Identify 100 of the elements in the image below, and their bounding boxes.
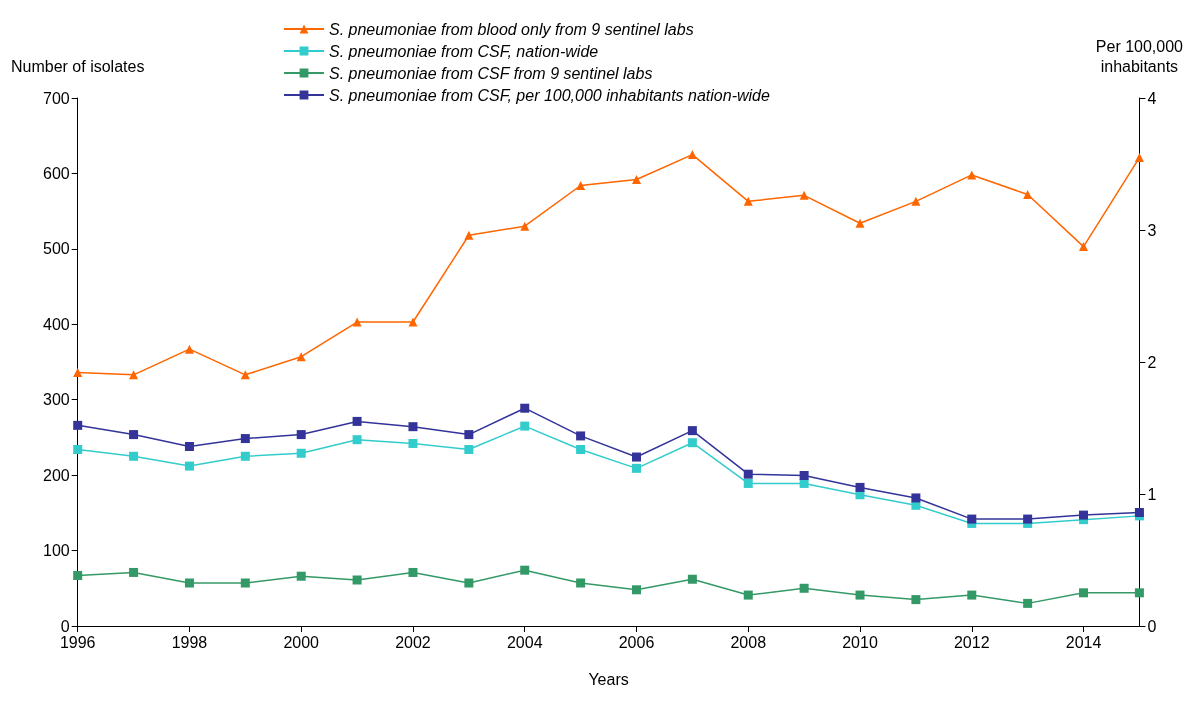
point [631, 463, 641, 473]
point [520, 565, 530, 575]
point [855, 590, 865, 600]
point [1134, 153, 1144, 163]
point [240, 578, 250, 588]
y2-tick-label: 3 [1147, 221, 1157, 239]
point [743, 469, 753, 479]
point [73, 420, 83, 430]
point [743, 196, 753, 206]
point [184, 578, 194, 588]
point [464, 230, 474, 240]
point [911, 595, 921, 605]
y2-tick-label: 2 [1147, 353, 1157, 371]
point [631, 174, 641, 184]
point [631, 452, 641, 462]
point [464, 445, 474, 454]
point [296, 571, 306, 581]
point [631, 585, 641, 595]
y-tick-label: 400 [42, 315, 70, 333]
point [1079, 588, 1089, 598]
point [129, 567, 139, 577]
point [1023, 514, 1033, 524]
y2-tick-label: 1 [1147, 485, 1157, 503]
point [240, 451, 250, 461]
point [240, 434, 250, 444]
point [743, 590, 753, 600]
point [520, 221, 530, 231]
point [799, 583, 809, 593]
point [296, 430, 306, 440]
point [911, 196, 921, 206]
point [408, 567, 418, 577]
point [967, 514, 977, 524]
point [408, 317, 418, 327]
y-tick-label: 100 [42, 542, 70, 560]
point [1079, 242, 1089, 252]
y-tick-label: 600 [42, 164, 70, 182]
point [520, 421, 530, 431]
point [855, 218, 865, 228]
point [576, 445, 586, 454]
point [73, 570, 83, 580]
point [352, 435, 362, 445]
legend-label: S. pneumoniae from CSF, per 100,000 inhabitants nation-wide [329, 86, 770, 104]
point [408, 422, 418, 432]
point [464, 578, 474, 588]
point [352, 416, 362, 426]
point [687, 438, 697, 448]
point [352, 575, 362, 585]
point [464, 430, 474, 440]
x-tick-label: 2008 [730, 633, 767, 651]
point [1134, 588, 1144, 598]
x-tick-label: 2012 [953, 633, 990, 651]
y2-tick-label: 0 [1147, 617, 1157, 635]
x-tick-label: 2010 [842, 633, 878, 651]
point [687, 426, 697, 436]
point [743, 478, 753, 488]
point [184, 441, 194, 451]
y-tick-label: 300 [42, 391, 70, 409]
x-tick-label: 2014 [1065, 633, 1102, 651]
y-tick-label: 700 [42, 89, 70, 107]
y2-tick-label: 4 [1147, 89, 1157, 107]
point [911, 493, 921, 503]
legend-label: S. pneumoniae from CSF, nation-wide [329, 42, 599, 60]
point [73, 368, 83, 378]
legend-label: S. pneumoniae from blood only from 9 sentinel labs [329, 20, 694, 38]
legend-label: S. pneumoniae from CSF from 9 sentinel labs [329, 64, 653, 82]
point [129, 430, 139, 440]
x-tick-label: 2000 [283, 633, 320, 651]
point [1023, 190, 1033, 200]
y-tick-label: 200 [42, 466, 70, 484]
point [184, 461, 194, 471]
x-tick-label: 2006 [618, 633, 655, 651]
point [408, 438, 418, 448]
x-tick-label: 1996 [59, 633, 96, 651]
point [855, 482, 865, 492]
x-tick-label: 2002 [395, 633, 431, 651]
point [799, 471, 809, 481]
y2-axis-title: Per 100,000 inhabitants [1095, 37, 1184, 75]
point [687, 574, 697, 584]
point [576, 431, 586, 441]
x-axis-title: Years [588, 670, 629, 688]
point [520, 403, 530, 413]
point [129, 451, 139, 461]
y-tick-label: 0 [60, 617, 70, 635]
point [1134, 507, 1144, 517]
point [687, 150, 697, 160]
point [967, 590, 977, 600]
x-tick-label: 2004 [506, 633, 543, 651]
point [296, 448, 306, 458]
point [799, 190, 809, 200]
y-tick-label: 500 [42, 240, 70, 258]
point [73, 445, 83, 454]
point [129, 370, 139, 380]
point [352, 317, 362, 327]
point [184, 344, 194, 354]
x-tick-label: 1998 [171, 633, 208, 651]
point [576, 181, 586, 190]
point [576, 578, 586, 588]
point [1079, 510, 1089, 520]
y-axis-title: Number of isolates [11, 57, 145, 75]
point [1023, 598, 1033, 608]
